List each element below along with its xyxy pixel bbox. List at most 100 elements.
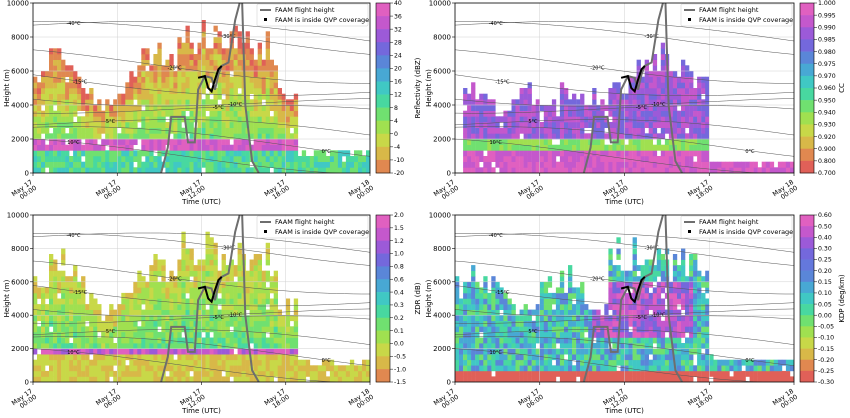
colorbar-tick-label: 0.60 xyxy=(818,212,832,219)
x-tick-label: May 1706:00 xyxy=(517,178,545,204)
colorbar-tick-label: 0.920 xyxy=(818,134,836,141)
isotherm-label: -40°C xyxy=(66,233,81,239)
isotherm-label: -5°C xyxy=(636,105,647,111)
isotherm-line xyxy=(33,119,370,136)
panel-kdp: -40°C -30°C -20°C -15°C -10°C -5°C 5°C 0°C 10°C 0… xyxy=(425,212,846,416)
isotherm-line xyxy=(33,308,370,317)
colorbar-tick-label: 0.960 xyxy=(818,85,836,92)
isotherm-label: 5°C xyxy=(106,119,116,125)
y-tick-label: 10000 xyxy=(429,0,451,8)
isotherm-label: -15°C xyxy=(495,79,510,85)
isotherm-line xyxy=(455,329,794,345)
colorbar-tick-label: 1.0 xyxy=(394,251,404,258)
y-tick-label: 10000 xyxy=(429,212,451,220)
isotherm-label: -20°C xyxy=(590,276,605,282)
isotherm-label: -20°C xyxy=(167,66,182,72)
faam-inside-coverage xyxy=(620,65,646,94)
isotherm-line xyxy=(455,21,794,55)
colorbar-tick-label: 0.700 xyxy=(818,170,836,177)
isotherm-line xyxy=(33,74,370,96)
colorbar-label: Reflectivity (dBZ) xyxy=(414,57,422,118)
colorbar-tick-label: 0.40 xyxy=(818,234,832,241)
colorbar-tick-label: -0.30 xyxy=(818,379,834,386)
colorbar-tick-label: -4 xyxy=(394,144,400,151)
colorbar-label: ZDR (dB) xyxy=(414,282,422,314)
colorbar-tick-label: 0.20 xyxy=(818,268,832,275)
colorbar-tick-label: 0.990 xyxy=(818,24,836,31)
isotherm-line xyxy=(33,21,370,55)
colorbar-tick-label: 0.950 xyxy=(818,97,836,104)
isotherm-line xyxy=(33,138,340,173)
y-axis-label: Height (m) xyxy=(425,69,433,107)
isotherm-label: 5°C xyxy=(106,329,116,335)
colorbar-tick-label: 2.0 xyxy=(394,212,404,219)
isotherm-line xyxy=(33,329,370,345)
colorbar-tick-label: 0.900 xyxy=(818,146,836,153)
colorbar-tick-label: -0.5 xyxy=(394,354,406,361)
x-axis-label: Time (UTC) xyxy=(181,407,221,415)
x-axis-label: Time (UTC) xyxy=(604,407,644,415)
isotherm-label: 5°C xyxy=(528,329,538,335)
isotherm-label: 0°C xyxy=(322,149,332,155)
isotherm-line xyxy=(33,336,370,366)
colorbar-tick-label: 24 xyxy=(394,53,402,60)
y-tick-label: 6000 xyxy=(433,68,451,76)
isotherm-line xyxy=(455,74,794,96)
isotherm-label: -10°C xyxy=(651,312,666,318)
isotherm-line xyxy=(455,138,764,173)
isotherm-label: -20°C xyxy=(167,276,182,282)
legend-entry-coverage: FAAM is inside QVP coverage xyxy=(275,228,369,236)
colorbar-tick-label: 0.980 xyxy=(818,49,836,56)
x-tick-label: May 1706:00 xyxy=(517,387,545,413)
isotherm-label: -30°C xyxy=(221,246,236,252)
isotherm-label: 5°C xyxy=(528,119,538,125)
isotherm-line xyxy=(33,233,370,266)
y-tick-label: 8000 xyxy=(11,34,29,42)
y-axis-label: Height (m) xyxy=(3,279,11,317)
colorbar-tick-label: 0.4 xyxy=(394,289,404,296)
isotherm-label: 0°C xyxy=(322,358,332,364)
y-tick-label: 8000 xyxy=(11,245,29,253)
isotherm-label: -10°C xyxy=(228,102,243,108)
isotherm-line xyxy=(455,260,794,295)
colorbar-tick-label: 36 xyxy=(394,13,402,20)
colorbar-tick-label: 0.800 xyxy=(818,158,836,165)
colorbar-tick-label: -0.05 xyxy=(818,324,834,331)
colorbar: 4036322824201612840-4-10-20Reflectivity … xyxy=(375,0,422,177)
y-tick-label: 0 xyxy=(25,379,29,387)
plot-area: -40°C -30°C -20°C -15°C -10°C -5°C 5°C 0°C 10°C xyxy=(33,215,370,382)
colorbar-tick-label: 0.50 xyxy=(818,223,832,230)
colorbar-tick-label: 0.25 xyxy=(818,257,832,264)
legend: FAAM flight height FAAM is inside QVP cov… xyxy=(680,215,793,239)
panel-zdr: -40°C -30°C -20°C -15°C -10°C -5°C 5°C 0°C 10°C 0… xyxy=(3,212,422,416)
isotherm-line xyxy=(455,285,794,307)
x-tick-label: May 1706:00 xyxy=(94,387,122,413)
legend-entry-flight: FAAM flight height xyxy=(275,6,335,14)
colorbar-tick-label: 0.05 xyxy=(818,301,832,308)
colorbar-tick-label: 0.00 xyxy=(818,312,832,319)
isotherm-line xyxy=(33,98,370,107)
colorbar-tick-label: 0.940 xyxy=(818,109,836,116)
isotherm-label: 0°C xyxy=(745,149,755,155)
isotherm-label: -20°C xyxy=(590,66,605,72)
isotherm-label: 10°C xyxy=(490,140,503,146)
x-axis-label: Time (UTC) xyxy=(604,198,644,206)
colorbar-tick-label: -20 xyxy=(394,170,404,177)
colorbar-tick-label: 0.1 xyxy=(394,328,404,335)
isotherm-label: -10°C xyxy=(651,102,666,108)
colorbar-tick-label: -10 xyxy=(394,157,404,164)
y-tick-label: 2000 xyxy=(433,136,451,144)
plot-area: -40°C -30°C -20°C -15°C -10°C -5°C 5°C 0°C 10°C xyxy=(455,3,794,173)
colorbar-tick-label: 0.3 xyxy=(394,302,404,309)
x-tick-label: May 1700:00 xyxy=(432,178,460,204)
isotherm-label: -30°C xyxy=(645,34,660,40)
isotherm-label: -40°C xyxy=(66,21,81,27)
colorbar-tick-label: 28 xyxy=(394,39,402,46)
y-axis-label: Height (m) xyxy=(3,69,11,107)
x-tick-label: May 1718:00 xyxy=(686,387,714,413)
legend-entry-flight: FAAM flight height xyxy=(699,6,759,14)
isotherm-label: -10°C xyxy=(228,312,243,318)
legend-marker-swatch xyxy=(264,230,267,233)
x-tick-label: May 1800:00 xyxy=(347,178,375,204)
colorbar-tick-label: -0.10 xyxy=(818,335,834,342)
